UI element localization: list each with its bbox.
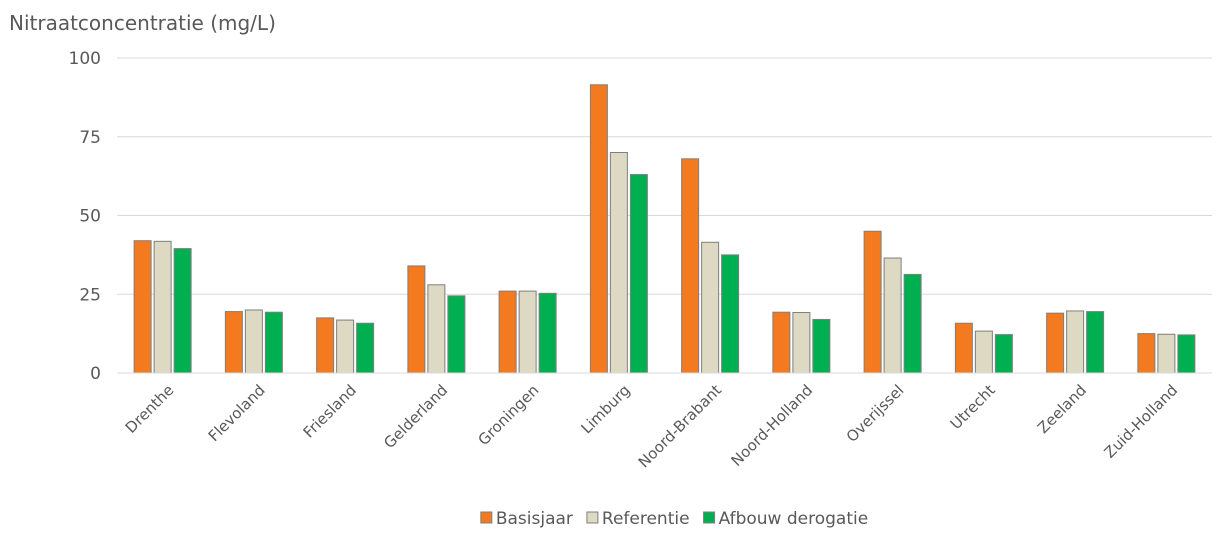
x-tick-label: Limburg: [577, 381, 633, 437]
bar-zuid-holland-referentie: [1157, 333, 1176, 374]
bar-limburg-basisjaar: [589, 84, 608, 374]
x-tick-label: Noord-Brabant: [635, 381, 725, 471]
bar-gelderland-basisjaar: [407, 265, 426, 374]
y-tick-label: 50: [79, 207, 101, 227]
x-tick-label: Drenthe: [122, 381, 178, 437]
bar-noord-brabant-referentie: [701, 241, 720, 374]
bar-utrecht-afbouw-derogatie: [994, 334, 1013, 374]
legend-swatch: [703, 511, 716, 524]
bar-zeeland-basisjaar: [1046, 312, 1065, 374]
x-tick-label: Zuid-Holland: [1101, 381, 1182, 462]
bar-friesland-referentie: [336, 319, 355, 374]
x-tick-label: Overijssel: [843, 381, 908, 446]
bar-friesland-afbouw-derogatie: [356, 322, 375, 374]
bar-utrecht-referentie: [974, 330, 993, 374]
bar-groningen-referentie: [518, 290, 537, 374]
bar-drenthe-afbouw-derogatie: [173, 248, 192, 374]
legend-label: Afbouw derogatie: [719, 509, 869, 529]
x-axis-labels: Drenthe Flevoland Friesland Gelderland Groni…: [122, 381, 1181, 471]
gridlines: [117, 57, 1212, 295]
bar-friesland-basisjaar: [316, 317, 335, 374]
bar-flevoland-afbouw-derogatie: [264, 311, 283, 374]
x-tick-label: Utrecht: [947, 381, 999, 433]
bar-noord-holland-afbouw-derogatie: [812, 318, 831, 374]
bar-zeeland-afbouw-derogatie: [1086, 311, 1105, 374]
x-tick-label: Flevoland: [205, 381, 269, 445]
bar-flevoland-basisjaar: [224, 311, 243, 374]
legend: Basisjaar Referentie Afbouw derogatie: [480, 509, 869, 529]
bar-noord-holland-basisjaar: [772, 311, 791, 374]
legend-swatch: [480, 511, 493, 524]
legend-label: Basisjaar: [496, 509, 573, 529]
x-tick-label: Noord-Holland: [728, 381, 817, 470]
x-tick-label: Gelderland: [380, 381, 451, 452]
y-tick-label: 75: [79, 128, 101, 148]
bar-noord-brabant-basisjaar: [681, 158, 700, 374]
bar-flevoland-referentie: [244, 309, 263, 374]
bar-overijssel-afbouw-derogatie: [903, 273, 922, 374]
y-tick-label: 100: [69, 49, 101, 69]
legend-swatch: [586, 511, 599, 524]
y-axis-ticks: 0 25 50 75 100: [69, 49, 101, 384]
bar-overijssel-referentie: [883, 257, 902, 374]
bar-utrecht-basisjaar: [954, 322, 973, 374]
bar-groningen-basisjaar: [498, 290, 517, 374]
bar-zuid-holland-afbouw-derogatie: [1177, 334, 1196, 374]
y-tick-label: 0: [90, 364, 101, 384]
bar-noord-holland-referentie: [792, 312, 811, 374]
bar-drenthe-basisjaar: [133, 240, 152, 374]
bar-gelderland-afbouw-derogatie: [447, 295, 466, 374]
x-tick-label: Zeeland: [1034, 381, 1090, 437]
bar-drenthe-referentie: [153, 240, 172, 374]
legend-label: Referentie: [602, 509, 690, 529]
y-axis-label: Nitraatconcentratie (mg/L): [9, 11, 276, 35]
bar-gelderland-referentie: [427, 284, 446, 374]
bars: [133, 84, 1196, 374]
bar-limburg-referentie: [609, 152, 628, 374]
bar-groningen-afbouw-derogatie: [538, 292, 557, 374]
bar-noord-brabant-afbouw-derogatie: [721, 254, 740, 374]
bar-zuid-holland-basisjaar: [1137, 333, 1156, 374]
x-tick-label: Groningen: [475, 381, 543, 449]
bar-zeeland-referentie: [1066, 310, 1085, 374]
x-tick-label: Friesland: [300, 381, 360, 441]
y-tick-label: 25: [79, 285, 101, 305]
bar-limburg-afbouw-derogatie: [629, 174, 648, 374]
bar-overijssel-basisjaar: [863, 230, 882, 374]
